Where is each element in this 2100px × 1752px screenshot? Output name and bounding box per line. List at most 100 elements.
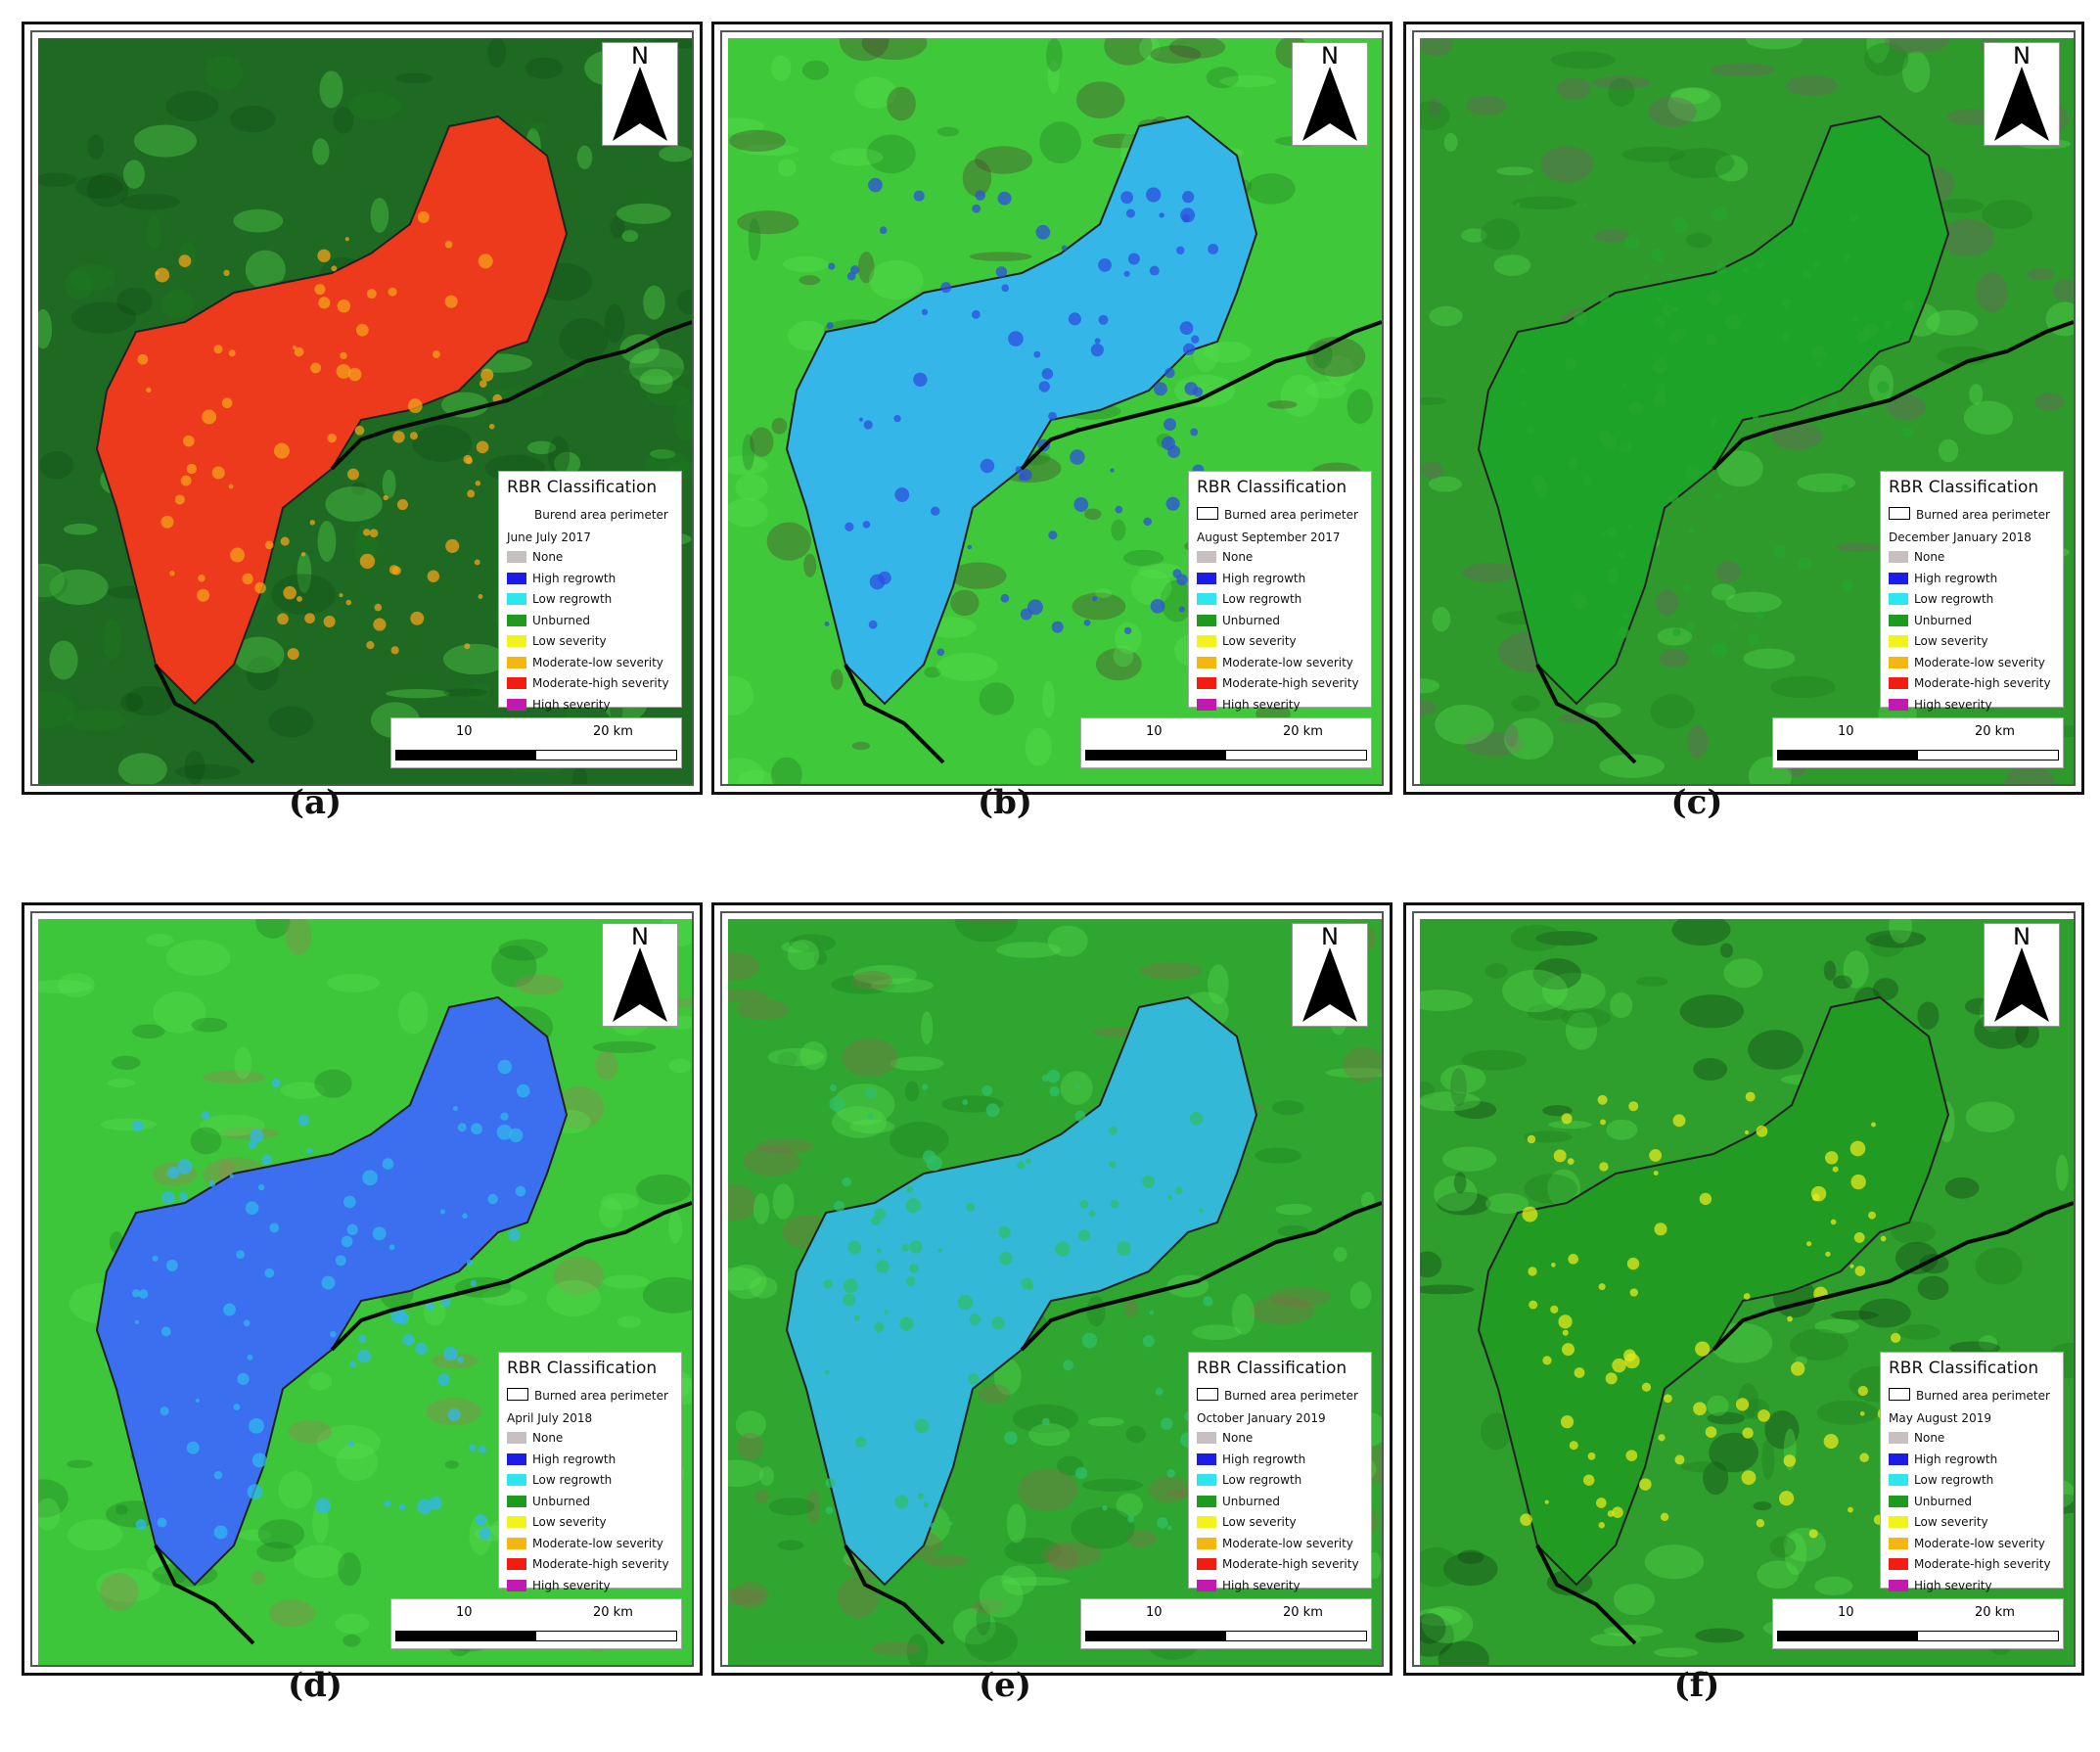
terrain-texture (1420, 1082, 1435, 1099)
terrain-texture (1123, 1300, 1138, 1317)
burn-speckle (969, 1314, 982, 1325)
terrain-texture (1168, 38, 1226, 59)
burn-speckle (1051, 621, 1064, 633)
legend-swatch (507, 1495, 526, 1507)
burn-speckle (1520, 1513, 1532, 1526)
terrain-texture (831, 975, 895, 994)
terrain-texture (643, 285, 665, 320)
legend-swatch (1889, 1495, 1908, 1507)
scale-bar-graphic (1085, 750, 1367, 761)
terrain-texture (770, 55, 792, 81)
legend-item-label: Low regrowth (532, 1473, 613, 1487)
burn-speckle (1597, 1094, 1608, 1105)
burn-speckle (1799, 393, 1809, 404)
burn-speckle (247, 1484, 263, 1500)
legend-swatch (1889, 551, 1908, 563)
legend-item: High severity (1197, 698, 1359, 719)
burn-speckle (829, 1096, 845, 1112)
burn-speckle (315, 1498, 332, 1514)
burn-speckle (1025, 1158, 1031, 1165)
terrain-texture (2034, 392, 2065, 411)
burn-speckle (1529, 1300, 1538, 1310)
terrain-texture (49, 640, 78, 680)
burn-speckle (937, 1247, 943, 1253)
scale-label-20: 20 km (1975, 1605, 2015, 1620)
terrain-texture (857, 252, 875, 284)
burn-speckle (825, 1506, 834, 1514)
terrain-texture (115, 1504, 128, 1515)
burn-speckle (347, 367, 362, 382)
burn-speckle (1721, 442, 1727, 448)
terrain-texture (851, 971, 893, 990)
legend-item-label: Moderate-low severity (532, 1536, 663, 1550)
terrain-texture (839, 38, 890, 62)
terrain-texture (100, 1572, 139, 1611)
burn-speckle (1587, 1452, 1596, 1460)
burn-speckle (1020, 608, 1032, 621)
terrain-texture (68, 263, 115, 291)
burn-speckle (447, 1407, 461, 1421)
terrain-texture (728, 1588, 766, 1605)
legend-item-label: Unburned (1222, 613, 1280, 627)
terrain-texture (2004, 765, 2055, 784)
terrain-texture (1917, 1275, 1949, 1301)
terrain-texture (924, 667, 941, 678)
legend-item: Unburned (507, 614, 669, 635)
burn-speckle (894, 487, 910, 502)
burn-speckle (213, 345, 223, 354)
legend-swatch (1197, 1516, 1216, 1528)
terrain-texture (1420, 101, 1450, 131)
burn-speckle (971, 309, 981, 319)
burn-speckle (354, 425, 365, 436)
terrain-texture (777, 1051, 798, 1067)
burn-speckle (1841, 484, 1849, 492)
legend-item-label: High severity (532, 697, 611, 712)
perimeter-label: Burned area perimeter (1916, 1389, 2050, 1403)
terrain-texture (1592, 75, 1651, 90)
burn-speckle (1890, 1332, 1901, 1344)
burn-speckle (1853, 1231, 1865, 1243)
terrain-texture (1863, 42, 1909, 76)
terrain-texture (1047, 925, 1088, 957)
burn-speckle (478, 254, 493, 269)
burn-speckle (1742, 1427, 1754, 1439)
burn-speckle (310, 362, 322, 374)
terrain-texture (86, 172, 129, 207)
terrain-texture (1687, 724, 1709, 759)
burn-speckle (1803, 227, 1808, 233)
terrain-texture (1434, 1176, 1478, 1212)
burn-speckle (223, 1303, 236, 1316)
burn-speckle (264, 540, 274, 550)
terrain-texture (868, 259, 924, 300)
legend-item-label: High regrowth (1222, 571, 1306, 585)
burn-speckle (388, 287, 397, 297)
terrain-texture (737, 210, 799, 235)
legend-item: Moderate-low severity (1197, 1537, 1359, 1558)
burn-speckle (1649, 1149, 1663, 1162)
burn-speckle (828, 262, 836, 270)
burn-speckle (1027, 599, 1043, 616)
terrain-texture (38, 691, 75, 728)
burn-speckle (940, 282, 952, 294)
burn-speckle (213, 1470, 223, 1480)
legend-swatch (1197, 1579, 1216, 1591)
terrain-texture (1937, 346, 1992, 366)
terrain-texture (1427, 98, 1442, 117)
burn-speckle (1560, 1415, 1575, 1429)
burn-speckle (1531, 475, 1545, 489)
burn-speckle (242, 573, 253, 585)
legend-item-label: Low regrowth (1914, 592, 1994, 606)
river-line (1535, 320, 2074, 764)
terrain-texture (1548, 1120, 1592, 1130)
terrain-texture (397, 991, 429, 1035)
terrain-texture (2015, 1020, 2039, 1048)
burn-speckle (1077, 1229, 1090, 1242)
legend-item-label: None (1914, 1431, 1945, 1445)
terrain-texture (837, 1576, 880, 1619)
terrain-texture (1940, 218, 1995, 257)
burn-speckle (926, 1155, 942, 1172)
scale-bar-graphic (1777, 750, 2059, 761)
burn-speckle (443, 1346, 458, 1361)
terrain-texture (1655, 589, 1679, 616)
legend-item-label: Low severity (1914, 1515, 1988, 1529)
